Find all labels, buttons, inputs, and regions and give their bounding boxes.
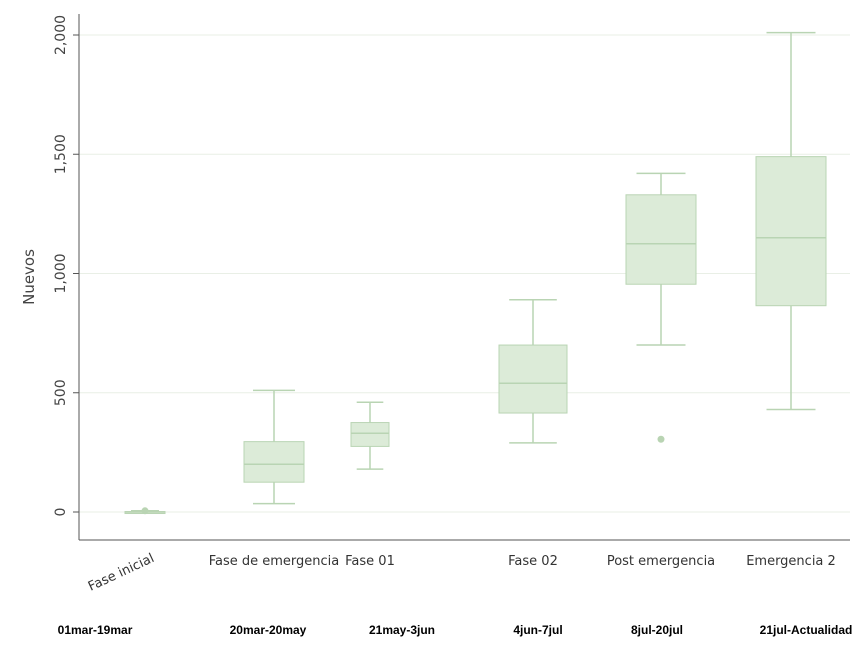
box-iqr (755, 156, 827, 307)
outlier-point (657, 435, 665, 443)
x-tick-label: Post emergencia (607, 554, 715, 569)
x-tick-label: Fase 01 (345, 554, 395, 569)
y-tick-label: 1,500 (53, 134, 69, 174)
box-iqr (625, 194, 697, 285)
box-6 (755, 31, 827, 411)
grid-lines (79, 34, 850, 513)
box-iqr (350, 422, 390, 447)
y-tick-label: 2,000 (53, 15, 69, 55)
box-2 (243, 389, 305, 505)
box-5 (625, 172, 697, 443)
x-tick-label: Emergencia 2 (746, 554, 836, 569)
period-label: 20mar-20may (230, 623, 307, 637)
labels: 0 500 1,000 1,500 2,000 Nuevos Fase inicial Fas… (20, 15, 852, 637)
period-label: 21may-3jun (369, 623, 435, 637)
x-tick-label: Fase de emergencia (209, 554, 340, 569)
box-series (124, 31, 827, 515)
box-1 (124, 507, 166, 515)
box-iqr (498, 344, 568, 414)
y-tick-label: 0 (53, 508, 69, 517)
axes (73, 14, 850, 541)
period-label: 21jul-Actualidad (760, 623, 853, 637)
period-label: 01mar-19mar (58, 623, 133, 637)
y-tick-label: 500 (53, 379, 69, 406)
y-axis-label: Nuevos (20, 249, 38, 305)
x-tick-label: Fase 02 (508, 554, 558, 569)
outlier-point (141, 507, 149, 515)
period-label: 4jun-7jul (513, 623, 562, 637)
box-3 (350, 401, 390, 470)
box-4 (498, 298, 568, 444)
y-tick-label: 1,000 (53, 253, 69, 293)
x-tick-label: Fase inicial (86, 551, 157, 595)
period-label: 8jul-20jul (631, 623, 683, 637)
box-iqr (243, 441, 305, 483)
